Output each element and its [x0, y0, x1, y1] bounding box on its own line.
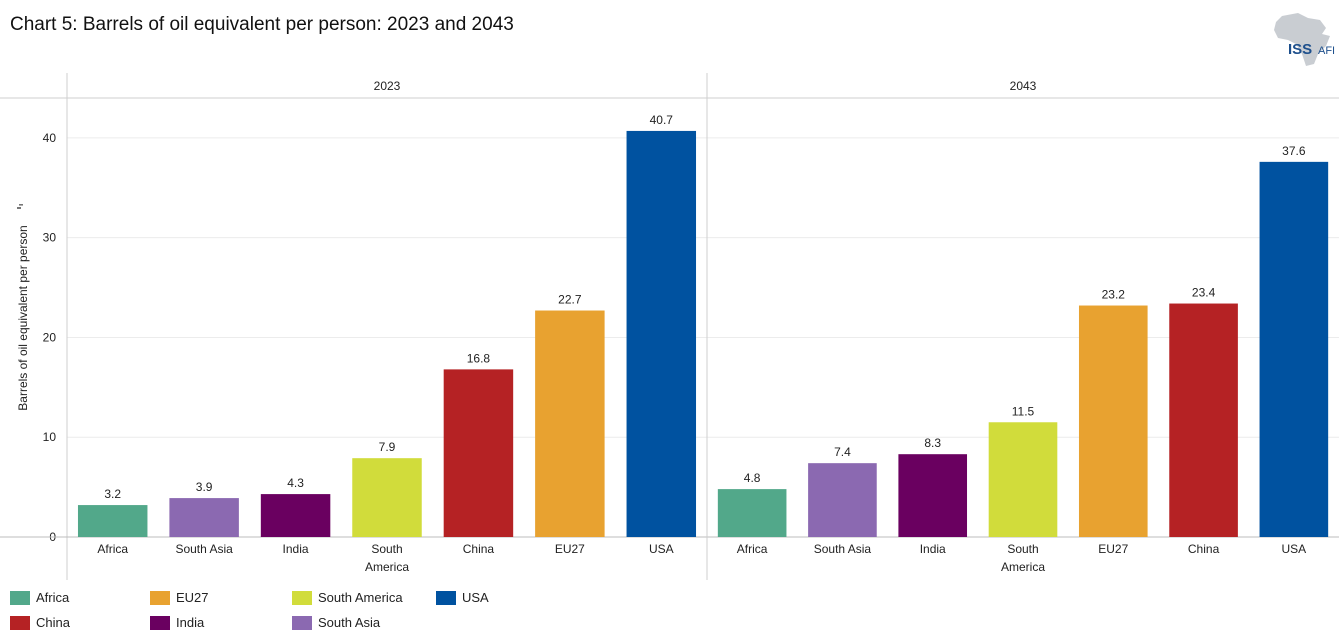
y-tick-label: 20: [43, 330, 57, 344]
panel-header-2043: 2043: [1010, 79, 1037, 93]
x-tick-label: Africa: [97, 542, 128, 556]
x-tick-label: Africa: [737, 542, 768, 556]
bar-south-asia-2023: [169, 498, 239, 537]
bar-china-2023: [443, 369, 514, 537]
legend-label: China: [36, 615, 70, 630]
data-label: 7.9: [379, 440, 396, 454]
x-tick-label: USA: [649, 542, 674, 556]
data-label: 3.9: [196, 480, 213, 494]
y-tick-label: 40: [43, 131, 57, 145]
chart-title: Chart 5: Barrels of oil equivalent per p…: [10, 14, 514, 35]
legend-swatch: [292, 590, 312, 605]
x-tick-label: America: [365, 560, 409, 574]
sort-icon: [19, 204, 23, 206]
legend-item-africa[interactable]: Africa: [10, 590, 69, 605]
logo-sub-text: AFI: [1318, 45, 1335, 57]
legend-item-eu27[interactable]: EU27: [150, 590, 209, 605]
legend-label: Africa: [36, 590, 70, 605]
bar-south-america-2043: [988, 422, 1058, 537]
legend-label: South America: [318, 590, 403, 605]
x-tick-label: South Asia: [175, 542, 233, 556]
legend-swatch: [150, 615, 170, 630]
bar-usa-2043: [1259, 161, 1329, 537]
legend-label: USA: [462, 590, 489, 605]
y-tick-label: 30: [43, 231, 57, 245]
iss-africa-logo: ISS AFI: [1274, 13, 1335, 66]
data-label: 40.7: [650, 113, 674, 127]
africa-map-shape: [1274, 13, 1330, 66]
data-label: 4.8: [744, 471, 761, 485]
bar-usa-2023: [626, 130, 697, 538]
data-label: 22.7: [558, 293, 582, 307]
x-tick-label: South: [1007, 542, 1038, 556]
x-tick-label: EU27: [1098, 542, 1128, 556]
x-tick-label: India: [283, 542, 309, 556]
x-tick-label: China: [463, 542, 495, 556]
legend-label: EU27: [176, 590, 209, 605]
data-label: 23.2: [1102, 288, 1126, 302]
data-label: 7.4: [834, 445, 851, 459]
legend-item-india[interactable]: India: [150, 615, 204, 630]
x-tick-label: EU27: [555, 542, 585, 556]
bar-africa-2023: [77, 505, 148, 537]
legend-swatch: [10, 590, 30, 605]
data-label: 37.6: [1282, 144, 1306, 158]
data-label: 11.5: [1012, 404, 1035, 418]
legend-item-south-america[interactable]: South America: [292, 590, 403, 605]
y-axis-title: Barrels of oil equivalent per person: [16, 225, 30, 410]
x-tick-label: America: [1001, 560, 1045, 574]
legend-label: South Asia: [318, 615, 381, 630]
sort-icon: [17, 207, 21, 209]
legend-swatch: [10, 615, 30, 630]
bar-south-america-2023: [352, 458, 422, 537]
data-label: 23.4: [1192, 286, 1216, 300]
data-label: 16.8: [467, 351, 491, 365]
data-label: 4.3: [287, 476, 304, 490]
legend-swatch: [436, 590, 456, 605]
legend-swatch: [150, 590, 170, 605]
legend-label: India: [176, 615, 205, 630]
legend-item-south-asia[interactable]: South Asia: [292, 615, 380, 630]
x-tick-label: South: [371, 542, 402, 556]
bar-eu27-2023: [535, 310, 605, 537]
x-tick-label: South Asia: [814, 542, 872, 556]
logo-main-text: ISS: [1288, 41, 1312, 58]
x-tick-label: USA: [1282, 542, 1307, 556]
data-label: 8.3: [924, 436, 941, 450]
bar-china-2043: [1169, 303, 1238, 537]
x-tick-label: India: [920, 542, 946, 556]
bar-india-2043: [898, 454, 968, 537]
bar-africa-2043: [717, 489, 787, 537]
legend-swatch: [292, 615, 312, 630]
bar-eu27-2043: [1078, 305, 1148, 537]
legend-item-china[interactable]: China: [10, 615, 70, 630]
y-tick-label: 10: [43, 430, 57, 444]
panel-header-2023: 2023: [374, 79, 401, 93]
legend-item-usa[interactable]: USA: [436, 590, 489, 605]
bar-india-2023: [260, 494, 331, 537]
x-tick-label: China: [1188, 542, 1220, 556]
data-label: 3.2: [104, 487, 121, 501]
bar-south-asia-2043: [808, 463, 877, 537]
